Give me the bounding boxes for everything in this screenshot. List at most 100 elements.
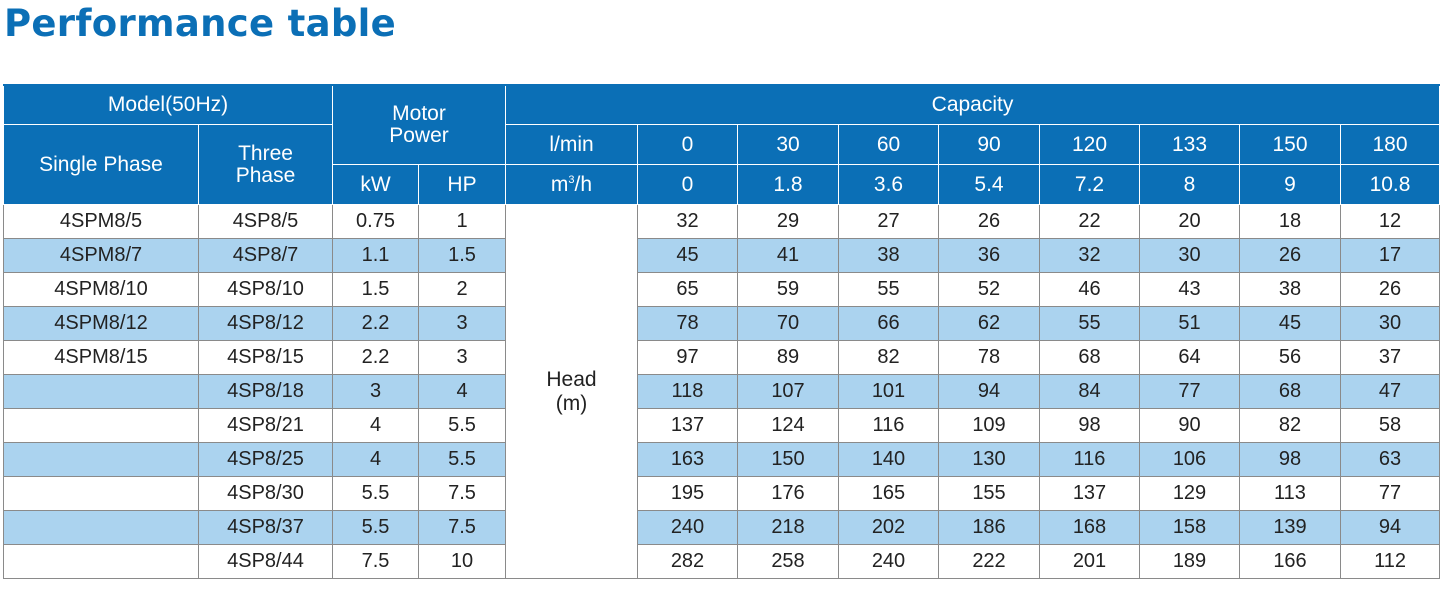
head-value: 101 [838, 374, 939, 409]
head-value: 78 [637, 306, 738, 341]
m3h-label: m3/h [505, 164, 638, 205]
head-value: 68 [1039, 340, 1140, 375]
head-value: 43 [1139, 272, 1240, 307]
head-value: 176 [737, 476, 839, 511]
lmin-cell: 180 [1339, 124, 1440, 165]
three-phase-model: 4SP8/10 [198, 272, 333, 307]
head-value: 41 [737, 238, 839, 273]
head-value: 107 [737, 374, 839, 409]
head-value: 258 [737, 544, 839, 579]
head-label-cell: Head (m) [505, 204, 638, 579]
motor-kw: 1.1 [332, 238, 419, 273]
m3h-cell: 5.4 [938, 164, 1040, 205]
three-phase-header: Three Phase [198, 124, 333, 205]
motor-kw: 5.5 [332, 510, 419, 545]
single-phase-header: Single Phase [3, 124, 199, 205]
single-phase-model: 4SPM8/7 [3, 238, 199, 273]
motor-hp: 7.5 [418, 510, 506, 545]
head-value: 218 [737, 510, 839, 545]
table-row: 4SP8/18 3 4 118 107 101 94 84 77 68 47 [3, 374, 1440, 409]
motor-hp: 4 [418, 374, 506, 409]
single-phase-model [3, 510, 199, 545]
head-value: 63 [1339, 442, 1440, 477]
three-phase-model: 4SP8/25 [198, 442, 333, 477]
table-row: 4SPM8/10 4SP8/10 1.5 2 65 59 55 52 46 43 38 26 [3, 272, 1440, 307]
head-value: 137 [1039, 476, 1140, 511]
head-value: 98 [1039, 408, 1140, 443]
head-label: Head [546, 367, 597, 391]
head-value: 282 [637, 544, 738, 579]
head-value: 22 [1039, 204, 1140, 239]
head-value: 106 [1139, 442, 1240, 477]
single-phase-model: 4SPM8/5 [3, 204, 199, 239]
three-phase-label: Three Phase [235, 141, 296, 187]
head-value: 240 [838, 544, 939, 579]
head-value: 45 [1239, 306, 1341, 341]
head-value: 20 [1139, 204, 1240, 239]
lmin-cell: 90 [938, 124, 1040, 165]
head-value: 112 [1339, 544, 1440, 579]
three-phase-model: 4SP8/5 [198, 204, 333, 239]
head-value: 78 [938, 340, 1040, 375]
single-phase-model [3, 544, 199, 579]
m3h-superscript: 3 [568, 173, 575, 186]
table-row: 4SPM8/5 4SP8/5 0.75 1 Head (m) 32 29 27 26 22 20 18 1… [3, 204, 1440, 579]
head-value: 98 [1239, 442, 1341, 477]
head-value: 26 [1239, 238, 1341, 273]
single-phase-model: 4SPM8/15 [3, 340, 199, 375]
head-value: 30 [1339, 306, 1440, 341]
table-row: 4SP8/21 4 5.5 137 124 116 109 98 90 82 58 [3, 408, 1440, 443]
lmin-cell: 30 [737, 124, 839, 165]
three-phase-model: 4SP8/15 [198, 340, 333, 375]
head-value: 32 [1039, 238, 1140, 273]
motor-hp: 5.5 [418, 442, 506, 477]
single-phase-model: 4SPM8/10 [3, 272, 199, 307]
head-value: 77 [1339, 476, 1440, 511]
motor-hp: 10 [418, 544, 506, 579]
m3h-cell: 1.8 [737, 164, 839, 205]
motor-kw: 2.2 [332, 340, 419, 375]
head-value: 186 [938, 510, 1040, 545]
m3h-suffix: /h [574, 172, 593, 196]
motor-hp: 2 [418, 272, 506, 307]
head-value: 118 [637, 374, 738, 409]
three-phase-model: 4SP8/21 [198, 408, 333, 443]
head-value: 163 [637, 442, 738, 477]
m3h-cell: 0 [637, 164, 738, 205]
motor-kw: 4 [332, 408, 419, 443]
head-value: 94 [938, 374, 1040, 409]
head-value: 26 [1339, 272, 1440, 307]
three-phase-model: 4SP8/18 [198, 374, 333, 409]
head-value: 52 [938, 272, 1040, 307]
motor-hp: 1 [418, 204, 506, 239]
head-value: 62 [938, 306, 1040, 341]
head-value: 97 [637, 340, 738, 375]
table-row: 4SP8/30 5.5 7.5 195 176 165 155 137 129 113 77 [3, 476, 1440, 511]
head-value: 12 [1339, 204, 1440, 239]
m3h-cell: 8 [1139, 164, 1240, 205]
head-value: 26 [938, 204, 1040, 239]
table-row: 4SP8/25 4 5.5 163 150 140 130 116 106 98 63 [3, 442, 1440, 477]
motor-hp: 7.5 [418, 476, 506, 511]
head-value: 116 [838, 408, 939, 443]
capacity-header: Capacity [504, 84, 1440, 125]
head-value: 37 [1339, 340, 1440, 375]
table-body: 4SPM8/5 4SP8/5 0.75 1 Head (m) 32 29 27 26 22 20 18 1… [3, 204, 1440, 579]
head-value: 82 [838, 340, 939, 375]
motor-hp: 3 [418, 340, 506, 375]
three-phase-model: 4SP8/12 [198, 306, 333, 341]
lmin-cell: 0 [637, 124, 738, 165]
head-value: 166 [1239, 544, 1341, 579]
head-value: 130 [938, 442, 1040, 477]
m3h-cell: 10.8 [1339, 164, 1440, 205]
head-value: 124 [737, 408, 839, 443]
three-phase-model: 4SP8/37 [198, 510, 333, 545]
single-phase-model [3, 476, 199, 511]
single-phase-model [3, 374, 199, 409]
motor-hp: 3 [418, 306, 506, 341]
head-value: 240 [637, 510, 738, 545]
head-value: 90 [1139, 408, 1240, 443]
head-value: 139 [1239, 510, 1341, 545]
motor-kw: 3 [332, 374, 419, 409]
page-title: Performance table [4, 2, 397, 45]
